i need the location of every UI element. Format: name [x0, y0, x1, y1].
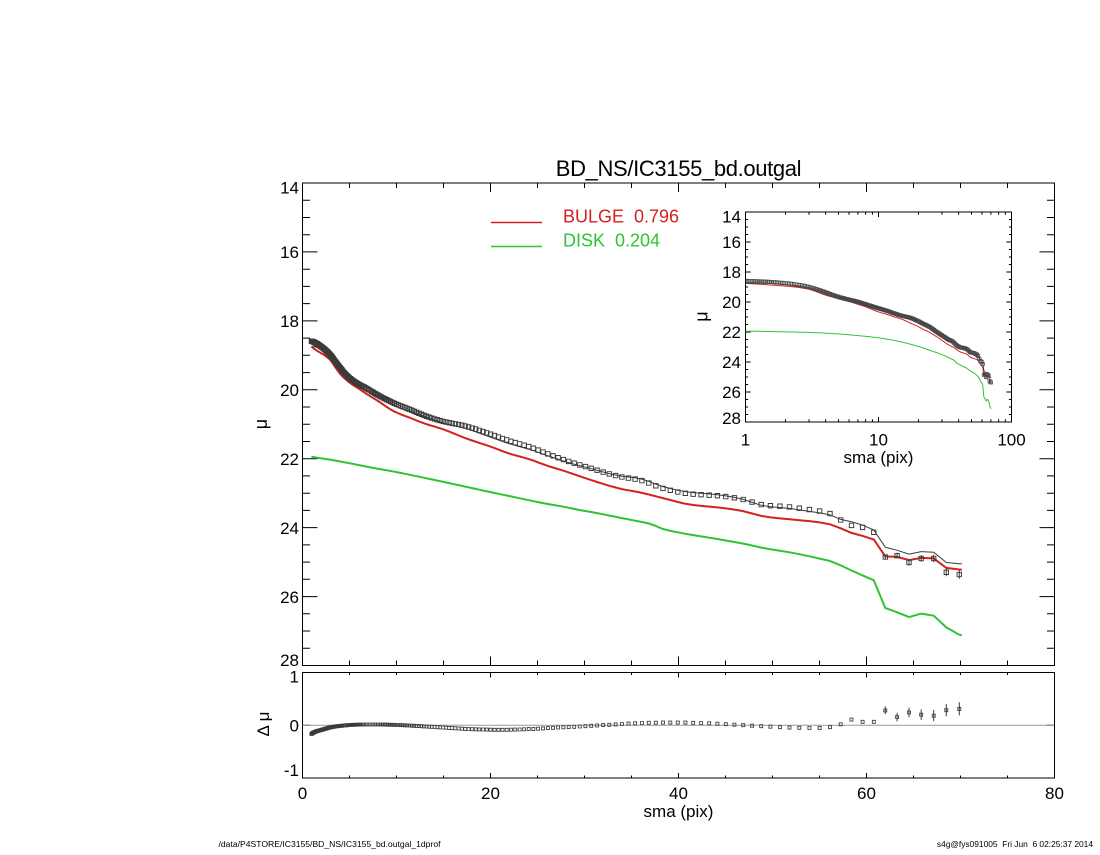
svg-text:24: 24 — [280, 519, 299, 538]
svg-text:μ: μ — [692, 311, 712, 321]
svg-text:sma (pix): sma (pix) — [844, 448, 914, 467]
svg-text:20: 20 — [280, 381, 299, 400]
svg-text:1: 1 — [741, 431, 750, 450]
svg-text:20: 20 — [722, 293, 741, 312]
svg-text:24: 24 — [722, 353, 741, 372]
svg-text:BULGE 0.796: BULGE 0.796 — [563, 207, 679, 227]
svg-text:26: 26 — [280, 588, 299, 607]
svg-text:26: 26 — [722, 383, 741, 402]
svg-text:Δ μ: Δ μ — [254, 712, 273, 737]
svg-text:80: 80 — [1045, 784, 1064, 803]
svg-text:60: 60 — [857, 784, 876, 803]
svg-text:16: 16 — [280, 243, 299, 262]
svg-text:40: 40 — [669, 784, 688, 803]
svg-text:sma (pix): sma (pix) — [644, 802, 714, 821]
svg-text:14: 14 — [722, 207, 741, 226]
svg-text:14: 14 — [280, 179, 299, 198]
svg-text:22: 22 — [722, 323, 741, 342]
svg-text:18: 18 — [722, 263, 741, 282]
svg-text:100: 100 — [997, 431, 1025, 450]
svg-text:DISK 0.204: DISK 0.204 — [563, 231, 660, 251]
svg-text:0: 0 — [298, 784, 307, 803]
svg-text:18: 18 — [280, 312, 299, 331]
svg-text:s4g@fys091005 Fri Jun 6 02:2: s4g@fys091005 Fri Jun 6 02:25:37 2014 — [937, 839, 1093, 849]
svg-text:22: 22 — [280, 450, 299, 469]
svg-text:BD_NS/IC3155_bd.outgal: BD_NS/IC3155_bd.outgal — [556, 156, 801, 181]
svg-text:28: 28 — [722, 409, 741, 428]
svg-text:1: 1 — [290, 668, 299, 687]
svg-text:20: 20 — [481, 784, 500, 803]
svg-text:-1: -1 — [284, 761, 299, 780]
svg-text:28: 28 — [280, 651, 299, 670]
svg-text:10: 10 — [869, 431, 888, 450]
svg-text:0: 0 — [290, 717, 299, 736]
svg-text:16: 16 — [722, 233, 741, 252]
svg-text:μ: μ — [251, 419, 271, 429]
svg-text:/data/P4STORE/IC3155/BD_NS/IC3: /data/P4STORE/IC3155/BD_NS/IC3155_bd.out… — [219, 839, 442, 849]
